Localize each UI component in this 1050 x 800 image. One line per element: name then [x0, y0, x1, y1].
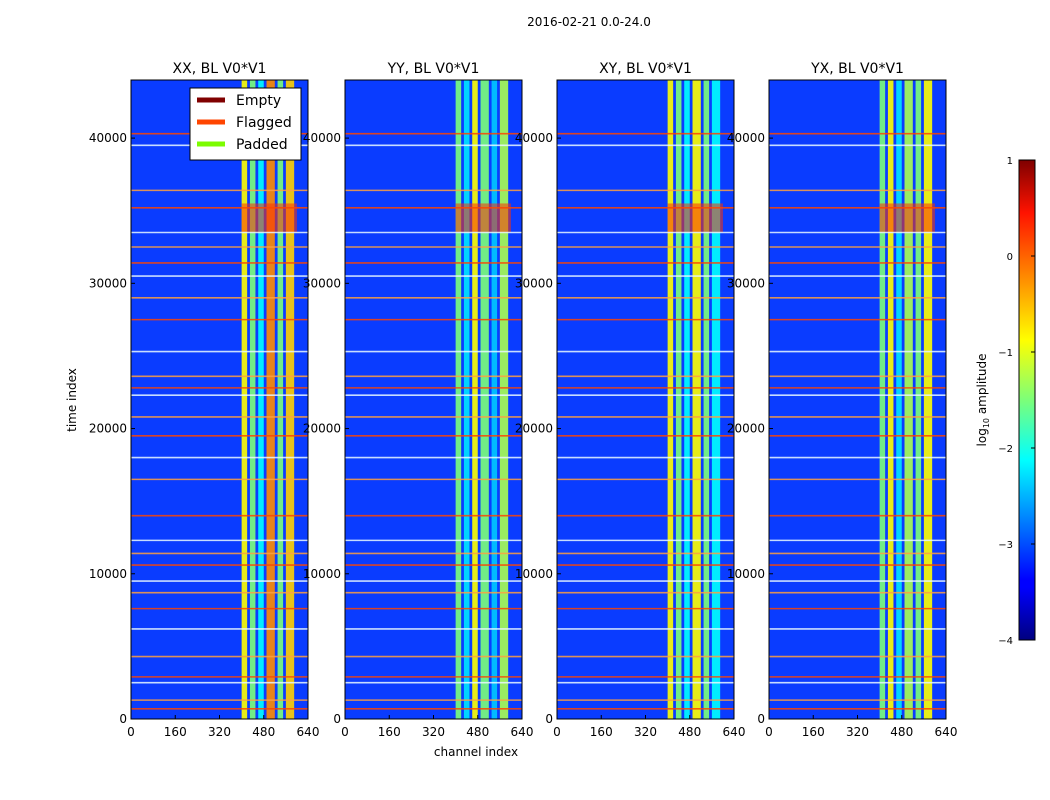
- x-tick-label: 480: [890, 725, 913, 739]
- channel-stripe: [499, 80, 509, 719]
- x-tick-label: 0: [765, 725, 773, 739]
- panel-title: XX, BL V0*V1: [173, 61, 267, 77]
- channel-stripe: [463, 80, 470, 719]
- colorbar-tick-label: −4: [998, 636, 1013, 647]
- y-tick-label: 40000: [515, 131, 553, 145]
- y-tick-label: 10000: [89, 567, 127, 581]
- figure-suptitle: 2016-02-21 0.0-24.0: [527, 15, 651, 29]
- legend: Empty Flagged Padded: [189, 87, 302, 161]
- channel-stripe: [675, 80, 682, 719]
- colorbar-label-prefix: log: [975, 428, 989, 446]
- channel-stripe: [896, 80, 902, 719]
- channel-stripe: [703, 80, 710, 719]
- y-tick-label: 20000: [727, 422, 765, 436]
- channel-stripe: [480, 80, 489, 719]
- x-tick-label: 640: [511, 725, 534, 739]
- x-tick-label: 160: [802, 725, 825, 739]
- x-tick-label: 160: [378, 725, 401, 739]
- y-tick-label: 30000: [727, 276, 765, 290]
- channel-stripe: [285, 80, 295, 719]
- colorbar-tick-label: −1: [998, 348, 1013, 359]
- y-tick-label: 0: [757, 712, 765, 726]
- colorbar-tick-label: −3: [998, 540, 1013, 551]
- channel-stripe: [887, 80, 894, 719]
- y-axis-label: time index: [65, 368, 79, 432]
- x-tick-label: 320: [422, 725, 445, 739]
- x-axis-label: channel index: [434, 745, 518, 759]
- colorbar-label-sub: 10: [982, 418, 991, 428]
- channel-stripe: [491, 80, 498, 719]
- x-tick-label: 320: [208, 725, 231, 739]
- legend-label-empty: Empty: [236, 93, 281, 109]
- panel-2: YY, BL V0*V1 0 160 320 480 640 0 10000 20000 3000…: [303, 61, 534, 739]
- panel-3: XY, BL V0*V1 0 160 320 480 640 0 10000 20000 3000…: [515, 61, 746, 739]
- x-tick-label: 640: [723, 725, 746, 739]
- channel-stripe: [266, 80, 275, 719]
- x-tick-label: 640: [297, 725, 320, 739]
- channel-stripe: [241, 80, 248, 719]
- channel-stripe: [692, 80, 701, 719]
- colorbar: 10−1−2−3−4 log10 amplitude: [975, 156, 1036, 647]
- x-tick-label: 0: [341, 725, 349, 739]
- channel-stripe: [258, 80, 264, 719]
- y-tick-label: 30000: [515, 276, 553, 290]
- channel-stripe: [472, 80, 478, 719]
- y-tick-label: 20000: [515, 422, 553, 436]
- y-tick-label: 30000: [303, 276, 341, 290]
- x-tick-label: 480: [678, 725, 701, 739]
- x-tick-label: 640: [935, 725, 958, 739]
- colorbar-tick-label: −2: [998, 444, 1013, 455]
- channel-stripe: [904, 80, 913, 719]
- panel-title: YX, BL V0*V1: [810, 61, 904, 77]
- channel-stripe: [711, 80, 721, 719]
- x-tick-label: 480: [252, 725, 275, 739]
- x-tick-label: 320: [846, 725, 869, 739]
- colorbar-label: log10 amplitude: [975, 354, 991, 447]
- y-tick-label: 40000: [303, 131, 341, 145]
- colorbar-label-suffix: amplitude: [975, 354, 989, 418]
- y-tick-label: 40000: [727, 131, 765, 145]
- y-tick-label: 20000: [303, 422, 341, 436]
- channel-stripe: [684, 80, 690, 719]
- channel-stripe: [915, 80, 922, 719]
- panels: XX, BL V0*V1 0 160 320 480 640 0 10000 20000 3000…: [89, 61, 958, 739]
- panel-title: XY, BL V0*V1: [599, 61, 692, 77]
- x-tick-label: 160: [164, 725, 187, 739]
- x-tick-label: 160: [590, 725, 613, 739]
- channel-stripe: [879, 80, 886, 719]
- x-tick-label: 480: [466, 725, 489, 739]
- colorbar-tick-label: 1: [1007, 156, 1013, 167]
- legend-label-padded: Padded: [236, 137, 288, 153]
- y-tick-label: 20000: [89, 422, 127, 436]
- channel-stripe: [455, 80, 462, 719]
- channel-stripe: [277, 80, 284, 719]
- panel-1: XX, BL V0*V1 0 160 320 480 640 0 10000 20000 3000…: [89, 61, 320, 739]
- y-tick-label: 0: [545, 712, 553, 726]
- channel-stripe: [249, 80, 256, 719]
- panel-title: YY, BL V0*V1: [387, 61, 480, 77]
- x-tick-label: 0: [553, 725, 561, 739]
- y-tick-label: 10000: [727, 567, 765, 581]
- channel-stripe: [667, 80, 674, 719]
- panel-4: YX, BL V0*V1 0 160 320 480 640 0 10000 20000 3000…: [727, 61, 958, 739]
- colorbar-gradient: [1018, 159, 1036, 641]
- x-tick-label: 320: [634, 725, 657, 739]
- y-tick-label: 0: [333, 712, 341, 726]
- y-tick-label: 40000: [89, 131, 127, 145]
- y-tick-label: 30000: [89, 276, 127, 290]
- channel-stripe: [923, 80, 933, 719]
- y-tick-label: 10000: [515, 567, 553, 581]
- x-tick-label: 0: [127, 725, 135, 739]
- colorbar-ticks: 1 0 −1 −2 −3 −4: [998, 156, 1035, 647]
- y-tick-label: 0: [119, 712, 127, 726]
- colorbar-tick-label: 0: [1007, 252, 1013, 263]
- legend-label-flagged: Flagged: [236, 115, 292, 131]
- y-tick-label: 10000: [303, 567, 341, 581]
